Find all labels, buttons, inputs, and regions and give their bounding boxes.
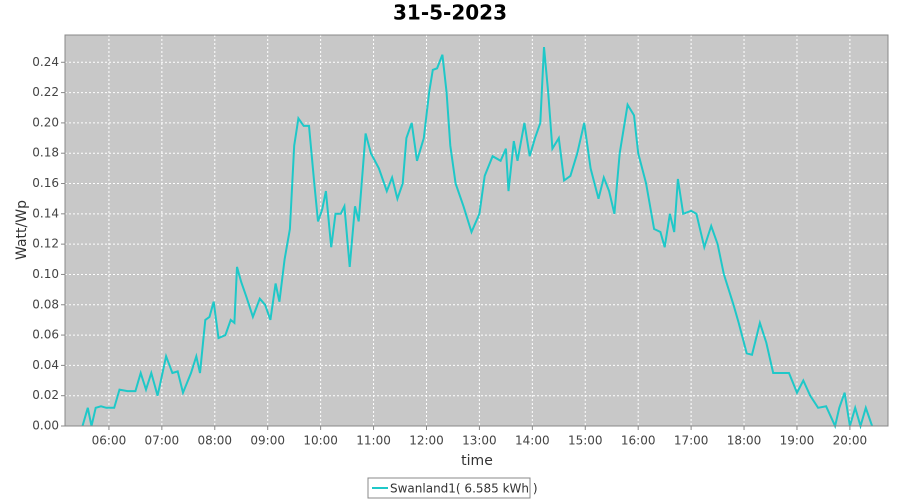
y-tick-label: 0.06 bbox=[32, 328, 59, 342]
x-tick-label: 10:00 bbox=[303, 434, 338, 448]
legend-box bbox=[367, 477, 531, 499]
legend-label: Swanland1( 6.585 kWh ) bbox=[390, 482, 538, 496]
y-tick-label: 0.20 bbox=[32, 115, 59, 129]
x-axis-label: time bbox=[461, 453, 493, 469]
x-tick-label: 09:00 bbox=[250, 434, 285, 448]
y-tick-label: 0.18 bbox=[32, 146, 59, 160]
x-tick-label: 13:00 bbox=[462, 434, 497, 448]
plot-border bbox=[64, 34, 889, 427]
y-tick-label: 0.00 bbox=[32, 419, 59, 433]
x-tick-label: 15:00 bbox=[568, 434, 603, 448]
y-tick-label: 0.10 bbox=[32, 267, 59, 281]
x-tick-label: 11:00 bbox=[356, 434, 391, 448]
plot-area bbox=[64, 34, 889, 427]
y-tick-label: 0.22 bbox=[32, 85, 59, 99]
x-tick-label: 14:00 bbox=[515, 434, 550, 448]
y-tick-label: 0.16 bbox=[32, 176, 59, 190]
x-tick-label: 16:00 bbox=[621, 434, 656, 448]
y-tick-label: 0.24 bbox=[32, 55, 59, 69]
y-axis-label: Watt/Wp bbox=[14, 200, 30, 260]
x-tick-label: 12:00 bbox=[409, 434, 444, 448]
y-tick-label: 0.12 bbox=[32, 237, 59, 251]
x-tick-label: 20:00 bbox=[833, 434, 868, 448]
y-tick-label: 0.08 bbox=[32, 297, 59, 311]
x-tick-label: 18:00 bbox=[727, 434, 762, 448]
y-tick-label: 0.02 bbox=[32, 388, 59, 402]
x-tick-label: 08:00 bbox=[197, 434, 232, 448]
chart-title: 31-5-2023 bbox=[393, 1, 507, 25]
series-line bbox=[81, 47, 874, 430]
x-tick-label: 17:00 bbox=[674, 434, 709, 448]
y-tick-label: 0.14 bbox=[32, 206, 59, 220]
y-tick-label: 0.04 bbox=[32, 358, 59, 372]
x-tick-label: 07:00 bbox=[145, 434, 180, 448]
x-tick-label: 06:00 bbox=[92, 434, 127, 448]
x-tick-label: 19:00 bbox=[780, 434, 815, 448]
